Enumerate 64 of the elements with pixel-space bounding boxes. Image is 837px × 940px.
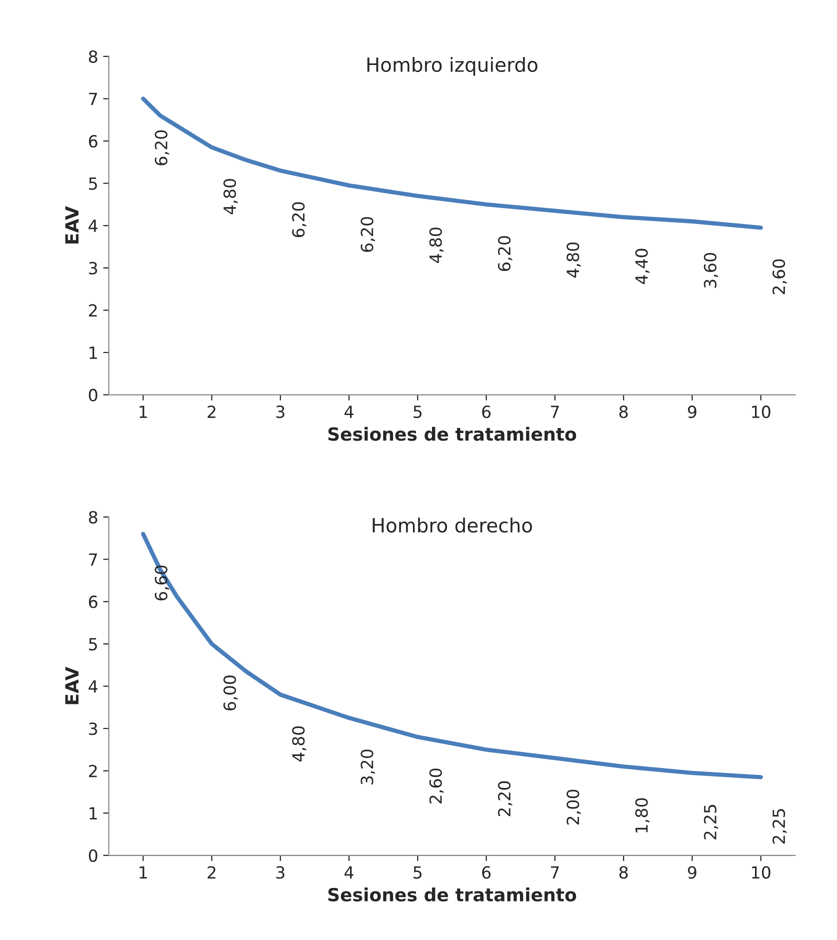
- y-tick-label: 2: [89, 304, 97, 317]
- y-tick-label: 5: [89, 638, 97, 650]
- x-tick-label: 9: [688, 406, 696, 418]
- x-tick-label: 4: [344, 866, 354, 878]
- x-tick-label: 1: [140, 406, 147, 418]
- x-tick-label: 1: [140, 866, 147, 878]
- x-tick-label: 5: [414, 866, 422, 879]
- x-tick-label: 8: [619, 406, 628, 418]
- x-axis-title: Sesiones de tratamiento: [328, 426, 576, 441]
- annotation: 6,00: [223, 676, 238, 710]
- annotation: 2,60: [429, 768, 444, 804]
- annotation: 6,20: [292, 202, 306, 238]
- annotation: 6,20: [360, 217, 376, 252]
- x-tick-label: 4: [344, 406, 354, 418]
- annotation: 4,80: [292, 726, 306, 762]
- annotation: 4,80: [429, 228, 444, 263]
- annotation: 6,20: [498, 236, 512, 271]
- annotation: 2,25: [704, 804, 718, 840]
- y-tick-label: 1: [90, 807, 97, 820]
- annotation: 2,20: [498, 781, 512, 816]
- y-tick-label: 4: [88, 680, 98, 693]
- y-tick-label: 6: [88, 134, 98, 148]
- y-tick-label: 5: [89, 177, 97, 190]
- x-tick-label: 10: [752, 866, 770, 879]
- x-tick-label: 10: [752, 406, 770, 418]
- annotation: 2,00: [566, 790, 581, 825]
- chart-title: Hombro izquierdo: [367, 56, 538, 76]
- y-tick-label: 2: [89, 764, 97, 778]
- y-tick-label: 0: [88, 388, 98, 402]
- y-axis-title: EAV: [65, 666, 78, 704]
- y-tick-label: 8: [88, 50, 98, 63]
- x-tick-label: 6: [482, 406, 491, 418]
- x-tick-label: 2: [208, 866, 216, 878]
- x-tick-label: 3: [276, 866, 284, 879]
- annotation: 4,40: [635, 248, 650, 284]
- x-tick-label: 6: [482, 866, 491, 879]
- x-tick-label: 3: [276, 406, 284, 418]
- chart-title: Hombro derecho: [372, 518, 532, 533]
- annotation: 4,80: [223, 179, 238, 214]
- y-tick-label: 7: [89, 553, 97, 566]
- y-tick-label: 7: [89, 92, 97, 106]
- x-tick-label: 9: [688, 866, 696, 879]
- annotation: 1,80: [635, 798, 650, 832]
- x-tick-label: 8: [619, 866, 628, 879]
- annotation: 6,20: [154, 130, 170, 166]
- y-tick-label: 3: [89, 722, 98, 736]
- y-tick-label: 6: [88, 596, 98, 608]
- y-axis-title: EAV: [65, 206, 78, 244]
- y-tick-label: 8: [88, 510, 98, 524]
- annotation: 3,20: [360, 750, 376, 784]
- x-axis-title: Sesiones de tratamiento: [328, 888, 576, 902]
- annotation: 3,60: [704, 253, 718, 288]
- annotation: 4,80: [566, 242, 581, 278]
- x-tick-label: 2: [208, 406, 216, 418]
- y-tick-label: 1: [90, 346, 97, 359]
- x-tick-label: 7: [550, 406, 559, 418]
- y-tick-label: 0: [88, 849, 98, 862]
- x-tick-label: 5: [414, 406, 422, 418]
- y-tick-label: 3: [89, 262, 98, 274]
- annotation: 2,60: [772, 259, 787, 294]
- annotation: 6,60: [154, 566, 170, 600]
- x-tick-label: 7: [550, 866, 559, 878]
- annotation: 2,25: [772, 809, 787, 844]
- y-tick-label: 4: [88, 220, 98, 232]
